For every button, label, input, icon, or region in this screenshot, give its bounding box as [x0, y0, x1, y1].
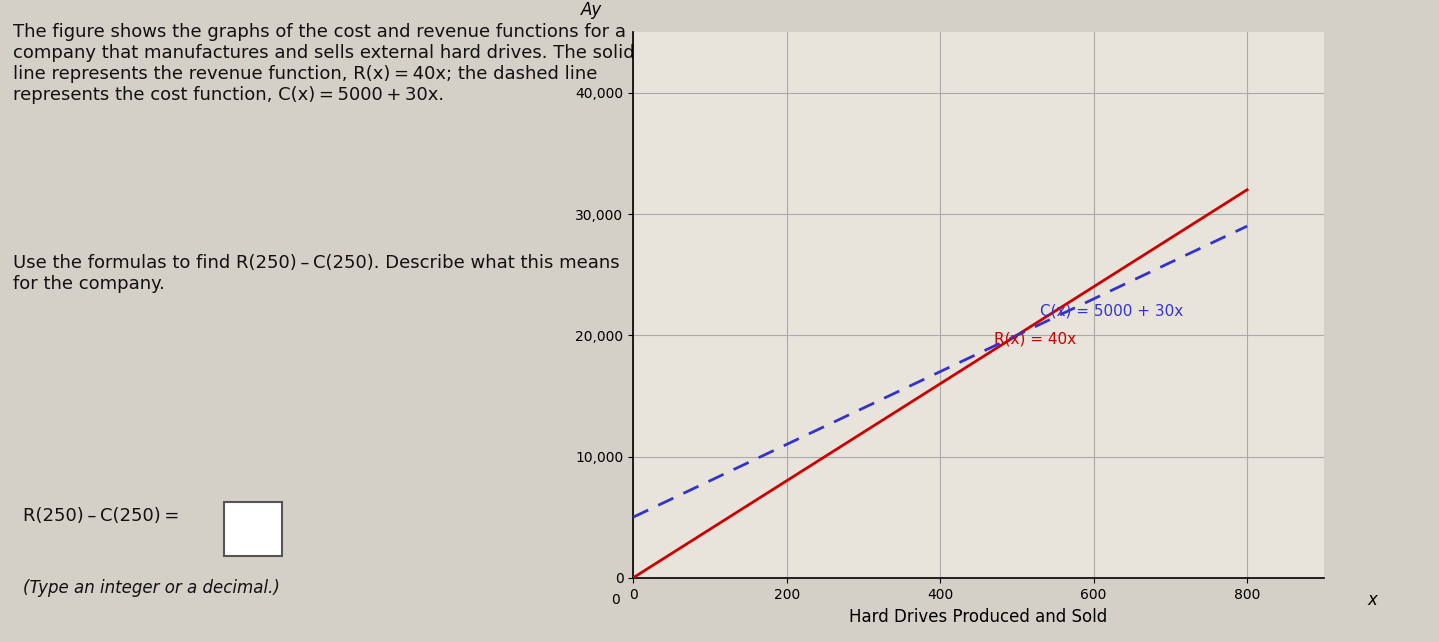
Text: The figure shows the graphs of the cost and revenue functions for a
company that: The figure shows the graphs of the cost … — [13, 23, 635, 103]
Text: (Type an integer or a decimal.): (Type an integer or a decimal.) — [23, 579, 281, 597]
X-axis label: Hard Drives Produced and Sold: Hard Drives Produced and Sold — [849, 609, 1108, 627]
FancyBboxPatch shape — [224, 502, 282, 556]
Text: C(x) = 5000 + 30x: C(x) = 5000 + 30x — [1040, 304, 1183, 319]
Text: Ay: Ay — [581, 1, 603, 19]
Text: R(x) = 40x: R(x) = 40x — [994, 332, 1076, 347]
Text: R(250) – C(250) =: R(250) – C(250) = — [23, 507, 180, 525]
Text: 0: 0 — [612, 593, 620, 607]
Text: Use the formulas to find R(250) – C(250). Describe what this means
for the compa: Use the formulas to find R(250) – C(250)… — [13, 254, 619, 293]
Text: x: x — [1367, 591, 1377, 609]
